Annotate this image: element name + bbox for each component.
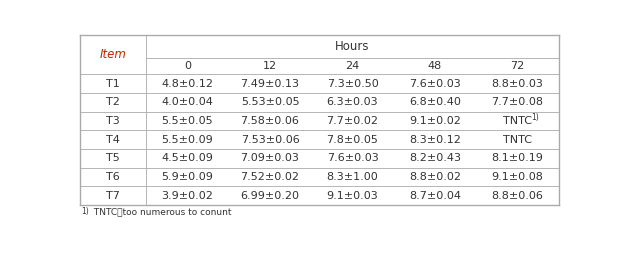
Text: 7.7±0.02: 7.7±0.02 — [327, 116, 379, 126]
Text: 7.52±0.02: 7.52±0.02 — [241, 172, 300, 182]
Text: 5.5±0.09: 5.5±0.09 — [162, 135, 213, 145]
Text: 3.9±0.02: 3.9±0.02 — [162, 191, 213, 201]
Text: 7.58±0.06: 7.58±0.06 — [241, 116, 299, 126]
Text: 8.8±0.03: 8.8±0.03 — [491, 79, 544, 89]
Text: Item: Item — [100, 48, 127, 62]
Text: 9.1±0.02: 9.1±0.02 — [409, 116, 461, 126]
Text: 7.09±0.03: 7.09±0.03 — [241, 153, 299, 163]
Text: 5.53±0.05: 5.53±0.05 — [241, 97, 299, 107]
Text: 4.0±0.04: 4.0±0.04 — [162, 97, 213, 107]
Text: T1: T1 — [106, 79, 120, 89]
Text: 24: 24 — [345, 61, 360, 72]
Text: T6: T6 — [106, 172, 120, 182]
Text: 9.1±0.03: 9.1±0.03 — [327, 191, 378, 201]
Text: 72: 72 — [511, 61, 525, 72]
Text: TNTC: TNTC — [503, 116, 532, 126]
Text: 0: 0 — [184, 61, 191, 72]
Text: 8.8±0.06: 8.8±0.06 — [491, 191, 544, 201]
Text: 7.49±0.13: 7.49±0.13 — [241, 79, 300, 89]
Text: T2: T2 — [106, 97, 120, 107]
Text: 4.5±0.09: 4.5±0.09 — [162, 153, 213, 163]
Text: 7.7±0.08: 7.7±0.08 — [491, 97, 544, 107]
Text: 8.2±0.43: 8.2±0.43 — [409, 153, 461, 163]
Text: 6.8±0.40: 6.8±0.40 — [409, 97, 461, 107]
Text: 6.3±0.03: 6.3±0.03 — [327, 97, 378, 107]
Text: 5.5±0.05: 5.5±0.05 — [162, 116, 213, 126]
Text: 7.3±0.50: 7.3±0.50 — [327, 79, 378, 89]
Text: 7.6±0.03: 7.6±0.03 — [327, 153, 378, 163]
Text: 7.6±0.03: 7.6±0.03 — [409, 79, 461, 89]
Text: T7: T7 — [106, 191, 120, 201]
Text: 1): 1) — [81, 207, 89, 216]
Text: T3: T3 — [106, 116, 120, 126]
Text: 8.7±0.04: 8.7±0.04 — [409, 191, 461, 201]
Text: TNTC：too numerous to conunt: TNTC：too numerous to conunt — [91, 207, 231, 216]
Text: 4.8±0.12: 4.8±0.12 — [162, 79, 213, 89]
Text: 8.8±0.02: 8.8±0.02 — [409, 172, 461, 182]
Text: Hours: Hours — [335, 40, 369, 53]
Text: 7.8±0.05: 7.8±0.05 — [327, 135, 378, 145]
Text: 8.1±0.19: 8.1±0.19 — [491, 153, 544, 163]
Text: T5: T5 — [106, 153, 120, 163]
Text: 12: 12 — [263, 61, 277, 72]
Text: 1): 1) — [531, 112, 539, 122]
Text: 8.3±1.00: 8.3±1.00 — [327, 172, 378, 182]
Text: 7.53±0.06: 7.53±0.06 — [241, 135, 299, 145]
Text: 9.1±0.08: 9.1±0.08 — [491, 172, 544, 182]
Text: 6.99±0.20: 6.99±0.20 — [241, 191, 300, 201]
Text: 5.9±0.09: 5.9±0.09 — [162, 172, 213, 182]
Text: T4: T4 — [106, 135, 120, 145]
Text: 48: 48 — [428, 61, 442, 72]
Text: 8.3±0.12: 8.3±0.12 — [409, 135, 461, 145]
Text: TNTC: TNTC — [503, 135, 532, 145]
